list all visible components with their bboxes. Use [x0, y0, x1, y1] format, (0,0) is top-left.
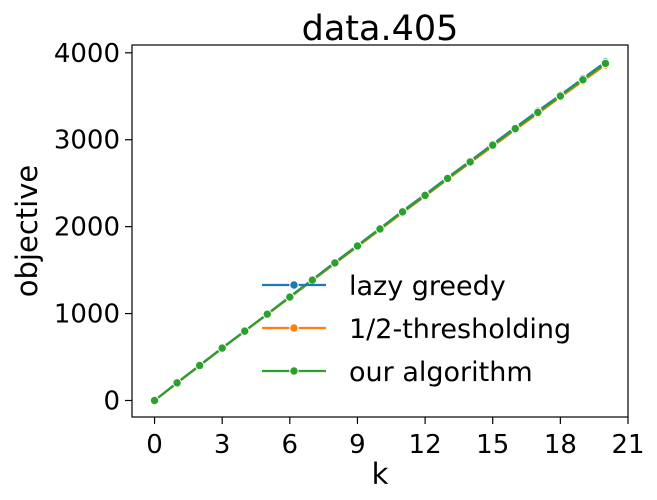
x-tick-label: 6	[282, 430, 299, 460]
data-point	[240, 326, 250, 336]
axis-ticks: 0 3 6 9 12 15 18 21 0 1000 2000 3000 4000	[54, 39, 645, 460]
y-tick-label: 2000	[54, 213, 120, 243]
x-tick-label: 9	[349, 430, 366, 460]
data-point	[397, 207, 408, 217]
x-axis-label: k	[372, 457, 389, 491]
data-point	[194, 360, 205, 371]
data-point	[488, 140, 498, 150]
series-our-algorithm	[149, 58, 611, 406]
y-axis-label: objective	[10, 165, 44, 297]
y-tick-label: 1000	[54, 300, 120, 330]
chart-title: data.405	[302, 9, 459, 49]
x-tick-label: 15	[476, 430, 509, 460]
data-point	[307, 275, 318, 285]
data-point	[442, 173, 453, 184]
legend-label: lazy greedy	[349, 271, 506, 302]
data-point	[420, 190, 430, 201]
data-point	[465, 157, 475, 167]
data-point	[285, 292, 295, 302]
legend-label: our algorithm	[349, 357, 533, 388]
y-tick-label: 3000	[54, 126, 120, 156]
data-point	[217, 343, 227, 353]
x-tick-label: 18	[544, 430, 577, 460]
legend-marker	[289, 323, 299, 333]
x-tick-label: 21	[611, 430, 644, 460]
data-point	[149, 395, 160, 406]
legend-marker	[289, 366, 299, 376]
legend: lazy greedy 1/2-thresholding our algorithm	[262, 271, 571, 388]
x-tick-label: 12	[409, 430, 442, 460]
x-tick-label: 3	[214, 430, 231, 460]
plot-frame	[131, 44, 629, 418]
data-point	[578, 75, 588, 85]
data-point	[555, 91, 566, 101]
data-point	[352, 241, 363, 251]
data-point	[375, 224, 385, 234]
y-tick-label: 0	[103, 386, 120, 416]
legend-marker	[289, 280, 299, 290]
data-point	[533, 107, 543, 118]
data-point	[330, 258, 340, 268]
data-point	[600, 58, 611, 69]
data-point	[262, 309, 272, 319]
x-tick-label: 0	[146, 430, 163, 460]
y-tick-label: 4000	[54, 39, 120, 69]
data-point	[172, 378, 182, 388]
data-point	[510, 123, 520, 134]
legend-label: 1/2-thresholding	[349, 314, 571, 345]
series-layer	[149, 57, 611, 406]
